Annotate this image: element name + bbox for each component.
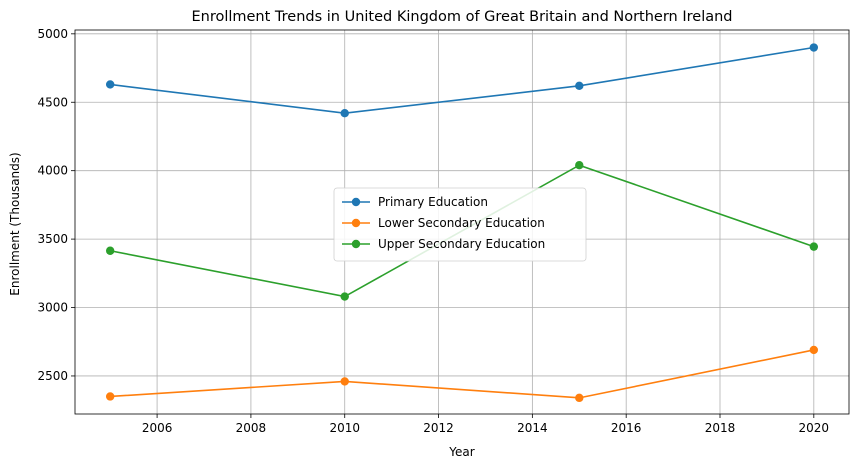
data-point [575,81,584,91]
x-tick-label: 2020 [799,421,830,435]
data-point [809,345,819,355]
y-tick-label: 2500 [37,369,68,383]
y-tick-label: 3500 [37,232,68,246]
data-point [340,109,349,118]
series-line [110,349,814,399]
axes: 2006 2008 2010 2012 2014 2016 2018 2020 2500 3000… [37,27,850,435]
legend-marker [351,218,361,228]
legend-entry: Lower Secondary Education [342,216,545,230]
grid [75,30,849,414]
series-0 [105,43,819,118]
data-point [105,246,115,255]
legend-box [333,187,587,262]
x-tick-label: 2014 [517,421,548,435]
y-axis-title: Enrollment (Thousands) [8,152,22,295]
legend-label: Primary Education [378,195,488,209]
data-point [575,161,584,170]
legend-marker [351,239,361,249]
x-tick-label: 2018 [705,421,736,435]
data-point [105,80,115,89]
x-tick-label: 2006 [142,421,173,435]
data-point [809,43,819,52]
x-tick-label: 2010 [329,421,360,435]
data-point [809,242,819,251]
data-point [575,393,584,403]
legend-entry: Upper Secondary Education [342,237,545,251]
series-line [110,46,814,115]
x-axis-title: Year [448,445,474,459]
x-tick-label: 2016 [611,421,642,435]
y-tick-label: 4500 [37,95,68,109]
legend-label: Upper Secondary Education [378,237,545,251]
legend-label: Lower Secondary Education [378,216,545,230]
legend-marker [351,197,361,207]
y-tick-label: 4000 [37,164,68,178]
data-point [105,392,115,401]
data-point [340,377,349,386]
y-tick-label: 5000 [37,27,68,41]
chart-title: Enrollment Trends in United Kingdom of G… [191,9,732,25]
data-point [340,292,349,301]
y-tick-label: 3000 [37,301,68,315]
x-tick-label: 2012 [423,421,454,435]
plot-frame [74,29,850,415]
series-1 [105,345,819,403]
x-tick-label: 2008 [236,421,267,435]
legend: Primary Education Lower Secondary Educati… [333,187,587,262]
legend-entry: Primary Education [342,195,488,209]
